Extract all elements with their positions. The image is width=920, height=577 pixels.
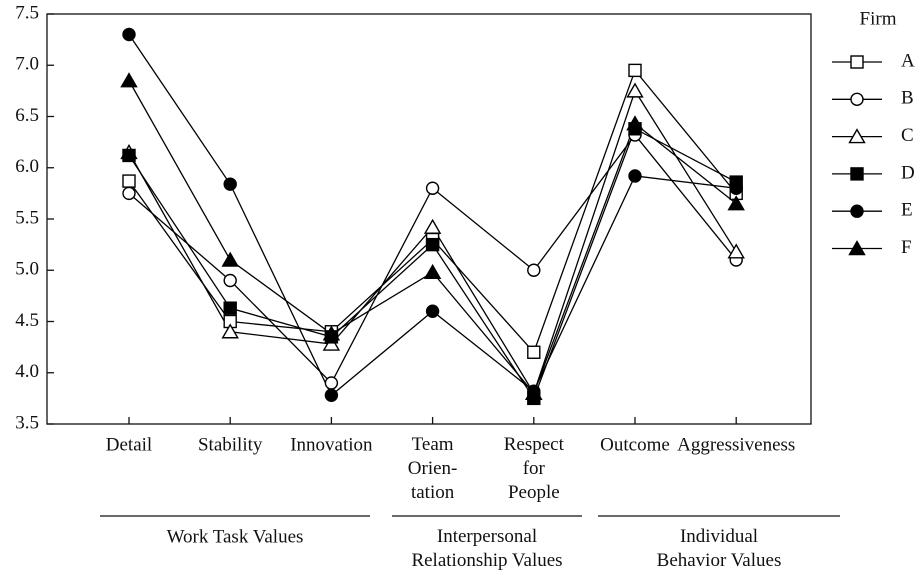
- marker: [122, 174, 136, 188]
- x-tick-label: Respect for People: [504, 434, 565, 503]
- x-tick-label: Stability: [198, 434, 263, 455]
- y-tick-label: 6.5: [15, 105, 39, 126]
- series-line: [128, 34, 737, 397]
- marker: [848, 240, 866, 256]
- x-tick-label: Detail: [106, 434, 152, 455]
- marker: [729, 181, 743, 195]
- marker: [525, 384, 543, 400]
- x-tick-label: Team Orien-tation: [408, 434, 458, 503]
- marker: [425, 181, 440, 195]
- marker: [850, 167, 864, 181]
- y-tick-label: 7.5: [15, 2, 39, 23]
- marker: [223, 301, 237, 315]
- marker: [727, 243, 745, 259]
- y-tick-label: 5.0: [15, 259, 39, 280]
- legend-title: Firm: [860, 8, 897, 29]
- y-tick-label: 4.0: [15, 361, 39, 382]
- x-tick-label: Innovation: [290, 434, 373, 455]
- marker: [850, 92, 864, 107]
- marker: [423, 263, 442, 279]
- marker: [122, 27, 136, 42]
- marker: [324, 376, 339, 390]
- y-tick-label: 4.5: [15, 310, 39, 331]
- marker: [628, 169, 642, 183]
- legend-label: B: [901, 88, 914, 109]
- y-tick-label: 3.5: [15, 412, 39, 433]
- group-label: Individual Behavior Values: [657, 526, 782, 571]
- marker: [626, 115, 644, 131]
- legend-label: F: [901, 237, 912, 258]
- series-line: [128, 133, 737, 385]
- marker: [850, 55, 864, 69]
- y-tick-label: 7.0: [15, 54, 39, 75]
- marker: [527, 345, 541, 359]
- marker: [221, 323, 239, 339]
- plot-frame: [46, 13, 812, 425]
- marker: [848, 128, 866, 144]
- marker: [425, 304, 440, 318]
- marker: [324, 388, 339, 402]
- marker: [628, 63, 642, 78]
- marker: [223, 273, 237, 288]
- marker: [425, 237, 440, 252]
- x-tick-label: Outcome: [600, 434, 670, 455]
- marker: [626, 82, 644, 98]
- y-tick-label: 5.5: [15, 207, 39, 228]
- marker: [223, 177, 237, 191]
- marker: [221, 251, 239, 267]
- legend-label: C: [901, 125, 914, 146]
- legend-label: D: [901, 162, 915, 183]
- marker: [727, 195, 745, 211]
- marker: [423, 218, 442, 234]
- marker: [122, 186, 136, 201]
- marker: [120, 72, 138, 88]
- marker: [850, 204, 864, 218]
- legend-label: E: [901, 200, 913, 221]
- x-tick-label: Aggressiveness: [677, 434, 795, 455]
- marker: [322, 325, 341, 341]
- y-tick-label: 6.0: [15, 156, 39, 177]
- legend-label: A: [901, 50, 915, 71]
- group-label: Interpersonal Relationship Values: [411, 526, 562, 571]
- marker: [527, 263, 541, 277]
- marker: [122, 148, 136, 163]
- group-label: Work Task Values: [167, 526, 304, 547]
